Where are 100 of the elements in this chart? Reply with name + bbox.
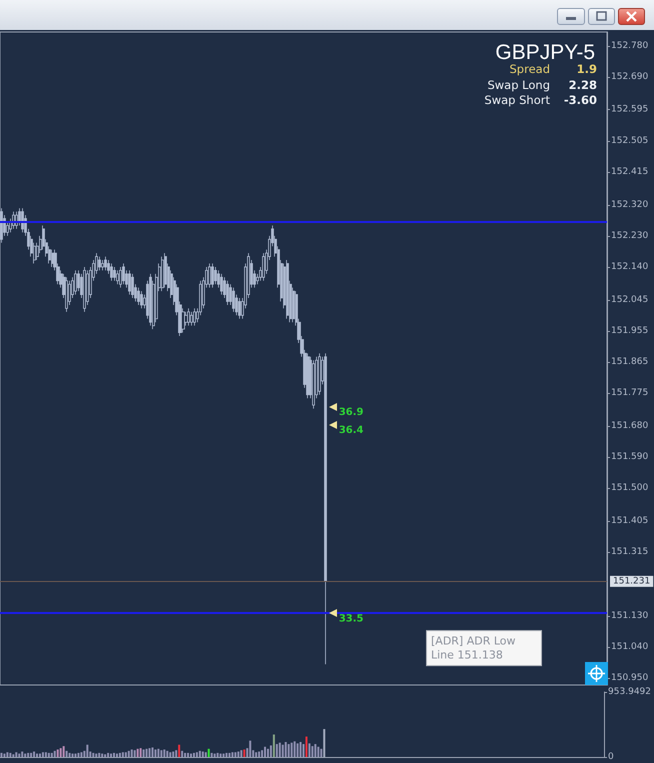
bar (166, 750, 168, 757)
y-tick-label: 152.045 (611, 294, 648, 305)
candlestick (324, 352, 327, 665)
bar (300, 742, 302, 757)
bar (305, 736, 308, 757)
bar (62, 746, 65, 757)
annotation: -3.60 (564, 93, 597, 107)
bar (272, 734, 275, 757)
bar (184, 752, 186, 757)
y-tick-label: 151.315 (611, 546, 648, 557)
bar (136, 748, 139, 757)
bar (181, 750, 184, 757)
y-tick-label: 151.130 (611, 610, 648, 621)
bar (130, 750, 133, 757)
candlestick (110, 263, 113, 282)
bar (314, 744, 316, 757)
y-tick-label: 152.505 (611, 136, 648, 146)
candlestick (140, 290, 143, 309)
bar (77, 752, 80, 757)
ref-line-label: 151.231 (613, 576, 650, 586)
y-tick-label: 0 (608, 752, 614, 762)
bar (44, 752, 47, 757)
bar (204, 752, 207, 757)
candlestick (113, 266, 116, 282)
bar (113, 752, 115, 757)
y-tick-label: 152.320 (611, 200, 648, 210)
bar (21, 752, 24, 757)
bar (196, 752, 198, 757)
bar (202, 752, 204, 757)
bar (198, 750, 201, 757)
candlestick (214, 266, 217, 285)
bar (249, 740, 252, 757)
candlestick (262, 252, 265, 282)
bar (30, 752, 32, 757)
bar (240, 750, 242, 757)
bar (0, 752, 2, 757)
candlestick (101, 260, 104, 271)
bar (258, 752, 260, 757)
bar (33, 752, 36, 757)
bar (160, 750, 162, 757)
annotation: 1.9 (576, 62, 597, 76)
bar (317, 746, 320, 757)
bar (243, 750, 246, 757)
bar (311, 746, 314, 757)
y-tick-label: 953.9492 (608, 687, 652, 697)
candlestick (164, 252, 167, 288)
bar (101, 754, 104, 757)
candlestick (131, 273, 134, 298)
annotation: 36.4 (338, 425, 364, 436)
bar (124, 752, 127, 757)
bar (222, 754, 225, 757)
y-tick-label: 152.690 (611, 72, 648, 82)
bar (290, 742, 293, 757)
candlestick (232, 287, 235, 312)
candlestick (0, 208, 3, 244)
candlestick (190, 311, 193, 326)
bar (74, 754, 77, 757)
bar (104, 754, 106, 757)
y-tick-label: 151.500 (611, 483, 648, 494)
annotation: Swap Long (487, 78, 550, 92)
bar (208, 748, 210, 757)
bar (187, 752, 190, 757)
bar (302, 744, 305, 757)
y-tick-label: 151.590 (611, 452, 648, 462)
bar (3, 754, 6, 757)
bar (163, 750, 166, 757)
bar (178, 744, 180, 757)
bar (116, 754, 118, 757)
annotation: Swap Short (484, 93, 550, 107)
bar (278, 742, 281, 757)
bar (210, 752, 213, 757)
bar (270, 745, 272, 757)
bar (146, 748, 148, 757)
bar (282, 744, 284, 757)
bar (142, 750, 145, 757)
bar (60, 748, 62, 757)
bar (190, 754, 192, 757)
bar (128, 750, 130, 757)
candlestick (226, 280, 229, 306)
candlestick (187, 308, 190, 326)
bar (140, 748, 142, 757)
y-tick-label: 150.950 (611, 673, 648, 684)
bar (151, 747, 154, 757)
bar (169, 752, 172, 757)
bar (296, 743, 299, 757)
bar (264, 746, 266, 757)
bar (54, 750, 56, 757)
bar (38, 754, 41, 757)
bar (27, 752, 30, 757)
y-tick-label: 152.415 (611, 166, 648, 177)
candlestick (312, 360, 315, 409)
bar (266, 748, 269, 757)
y-tick-label: 151.865 (611, 356, 648, 367)
bar (92, 752, 94, 757)
annotation: 33.5 (338, 614, 364, 625)
bar (72, 754, 74, 757)
candlestick (83, 266, 86, 312)
bar (284, 742, 287, 757)
y-tick-label: 151.955 (611, 326, 648, 336)
bar (214, 754, 216, 757)
